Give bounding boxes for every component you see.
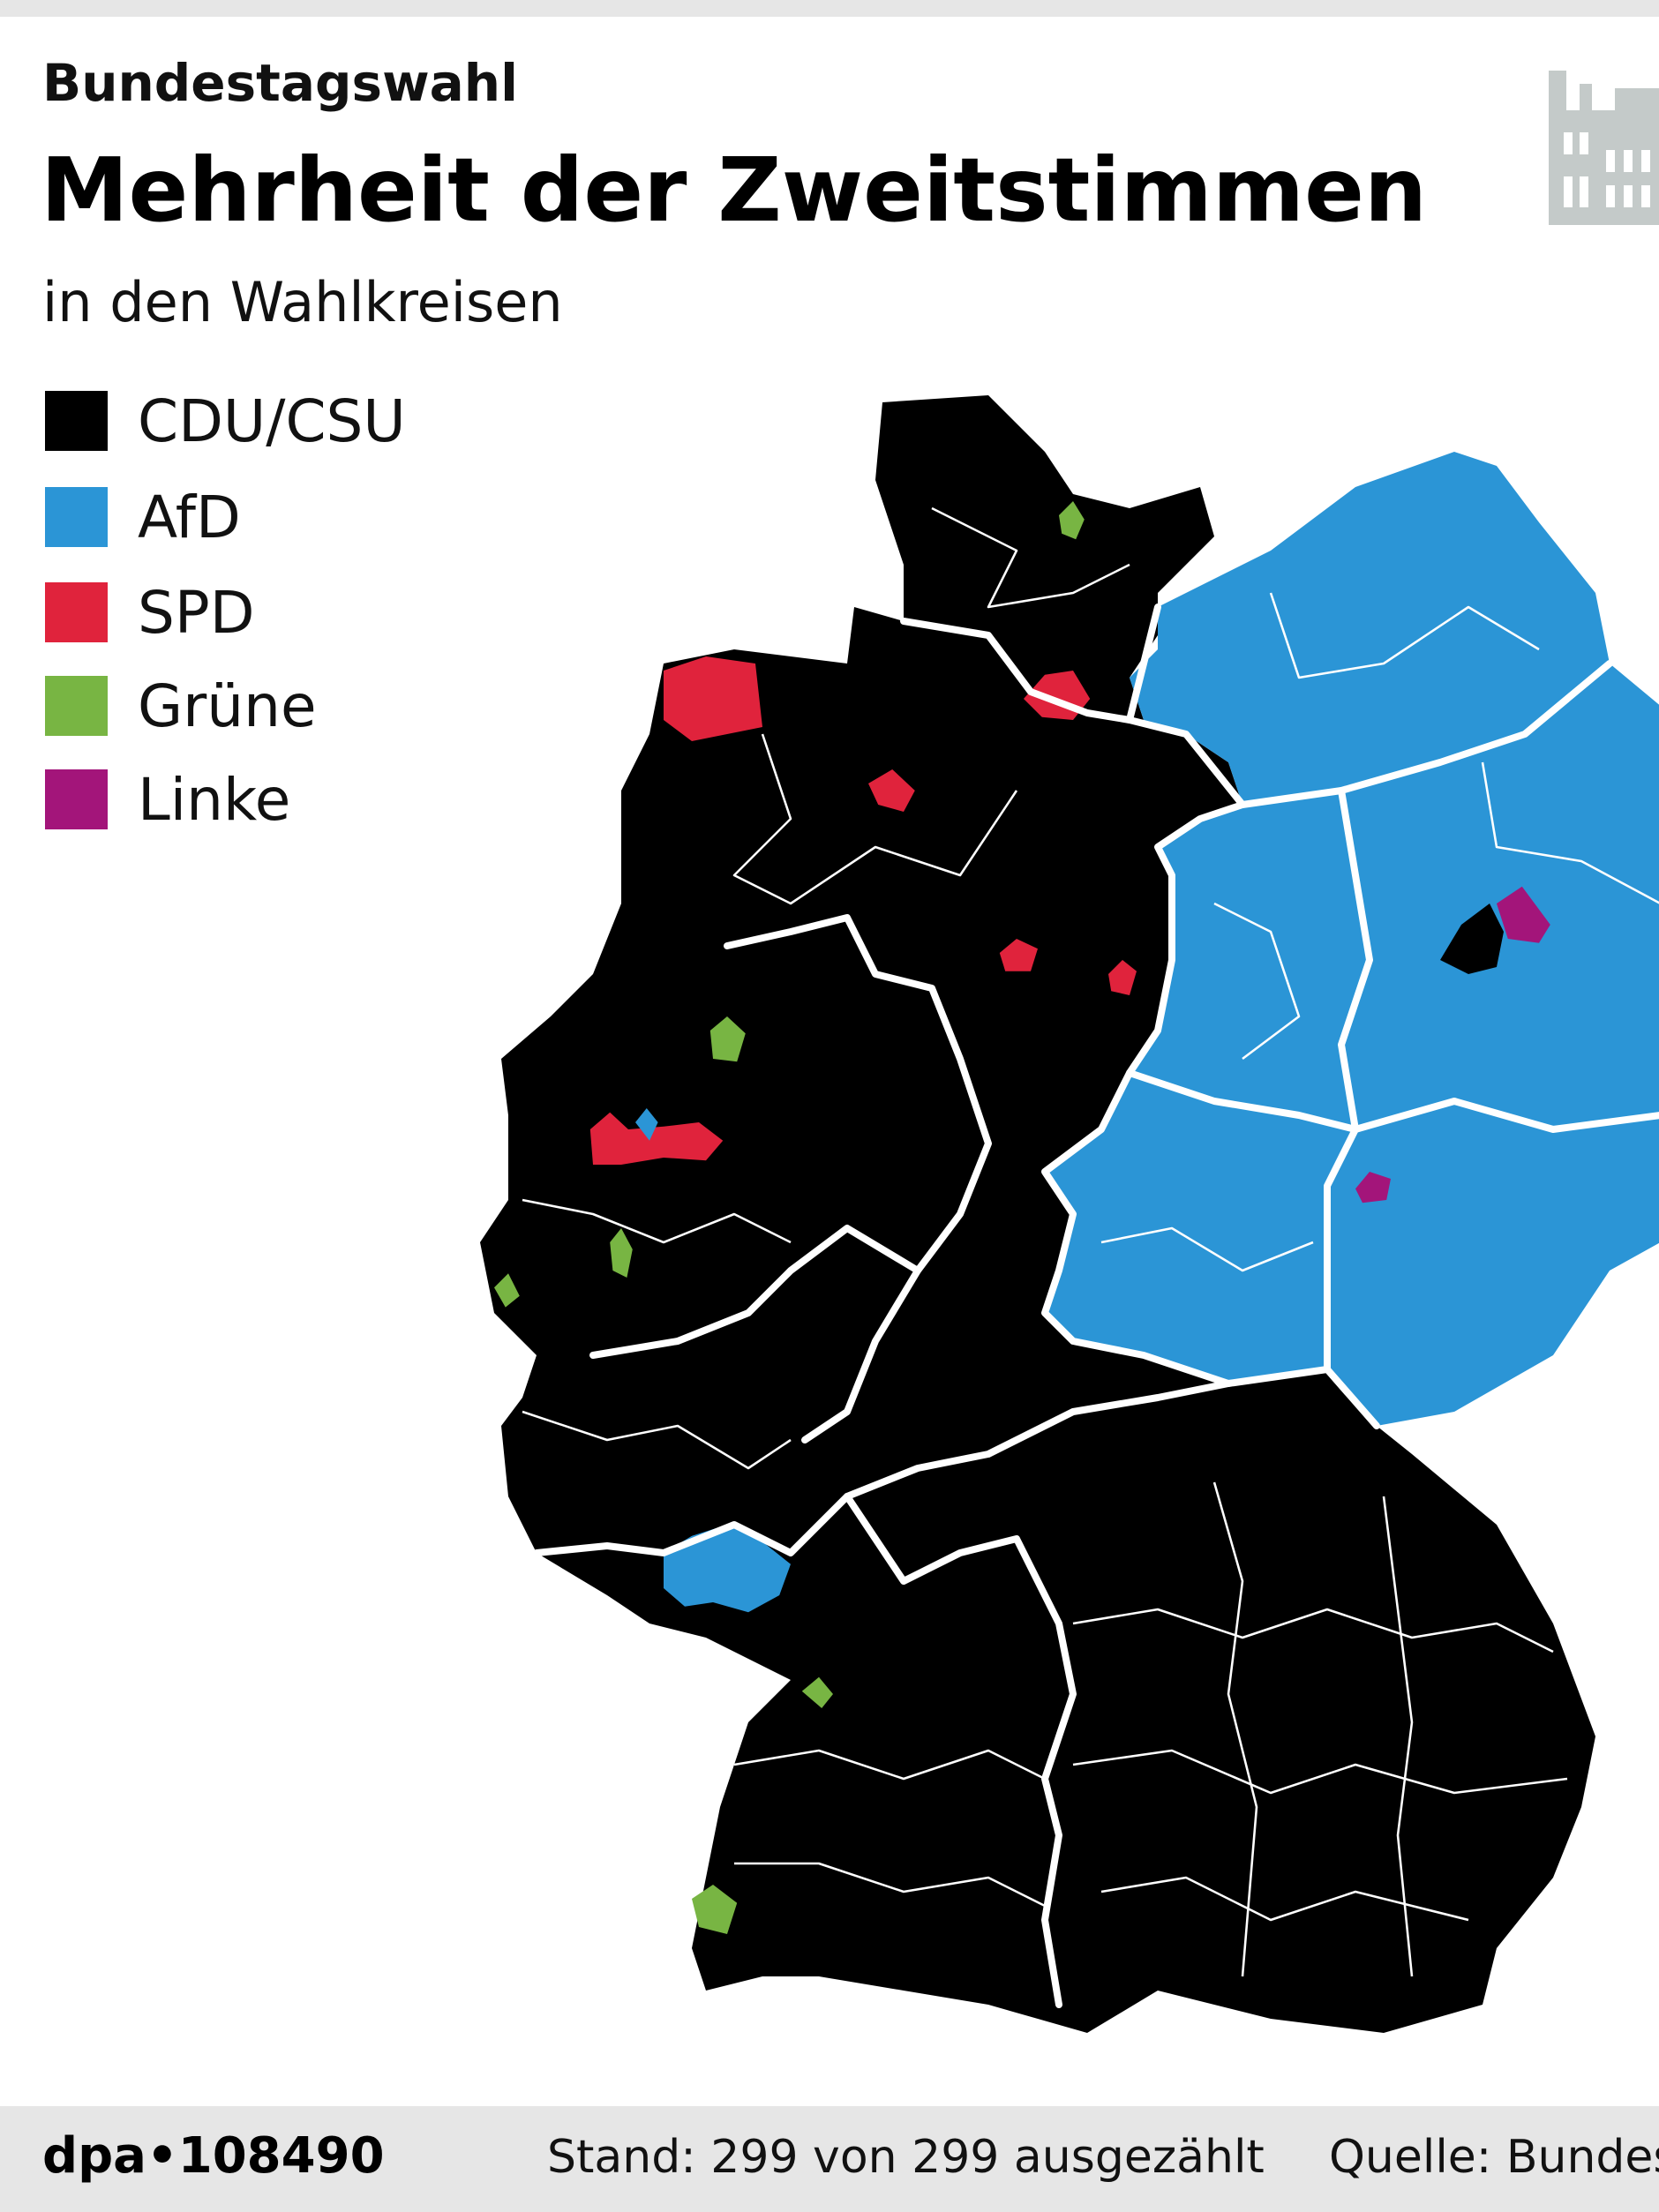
- region-braunschweig: [1108, 960, 1137, 995]
- legend-swatch: [45, 769, 108, 829]
- legend-swatch: [45, 582, 108, 642]
- top-bar: [0, 0, 1659, 17]
- state-border: [844, 1493, 1077, 2009]
- region-koeln: [610, 1228, 633, 1278]
- region-ruhr-afd: [635, 1108, 658, 1141]
- legend: CDU/CSU AfD SPD Grüne Linke: [45, 387, 406, 834]
- district-border: [1269, 592, 1540, 679]
- subtitle: in den Wahlkreisen: [42, 270, 563, 334]
- footer-bar: [0, 2106, 1659, 2212]
- district-border: [733, 1749, 1046, 1781]
- footer-agency: dpa•108490: [42, 2127, 385, 2185]
- district-border: [1382, 1496, 1414, 1977]
- region-aachen: [494, 1273, 520, 1308]
- logo: [1549, 71, 1659, 225]
- region-ostfriesland: [664, 656, 762, 741]
- district-border: [1213, 902, 1301, 1061]
- region-hannover: [999, 939, 1038, 971]
- district-border: [1072, 1749, 1568, 1795]
- district-border: [522, 1198, 792, 1244]
- legend-swatch: [45, 676, 108, 736]
- state-border: [1324, 787, 1374, 1374]
- state-border: [1239, 660, 1614, 809]
- district-border: [931, 506, 1130, 609]
- legend-label: Grüne: [138, 672, 317, 740]
- legend-swatch: [45, 487, 108, 547]
- legend-label: SPD: [138, 579, 255, 647]
- state-border: [589, 1225, 922, 1360]
- region-leipzig: [1355, 1172, 1391, 1203]
- district-border: [1100, 1226, 1314, 1272]
- region-east: [1045, 452, 1659, 1427]
- region-bremen: [868, 769, 915, 812]
- region-berlin-west: [1440, 904, 1504, 974]
- state-border: [900, 618, 1134, 724]
- district-border: [1100, 1876, 1469, 1922]
- legend-swatch: [45, 391, 108, 451]
- region-ruhr: [589, 1112, 724, 1165]
- legend-label: AfD: [138, 484, 241, 551]
- region-karlsruhe: [801, 1676, 833, 1708]
- district-border: [1072, 1608, 1554, 1653]
- district-border: [1481, 761, 1659, 904]
- state-border: [724, 914, 993, 1444]
- title: Mehrheit der Zweitstimmen: [41, 139, 1427, 242]
- kicker: Bundestagswahl: [42, 53, 518, 113]
- district-border: [734, 1862, 1046, 1908]
- footer-status: Stand: 299 von 299 ausgezählt: [547, 2131, 1265, 2184]
- region-freiburg: [692, 1885, 738, 1934]
- legend-label: Linke: [138, 766, 290, 834]
- district-border: [1212, 1481, 1258, 1977]
- footer-source: Quelle: Bundes: [1329, 2131, 1659, 2184]
- region-germany: [480, 395, 1595, 2033]
- region-kiel: [1059, 501, 1085, 540]
- region-saar: [664, 1525, 791, 1613]
- district-border: [522, 1410, 792, 1470]
- state-border: [1126, 1069, 1659, 1134]
- district-border: [732, 733, 1018, 905]
- map: [480, 395, 1659, 2033]
- legend-label: CDU/CSU: [138, 387, 406, 455]
- region-muenster: [709, 1016, 746, 1062]
- region-berlin-east: [1497, 886, 1550, 943]
